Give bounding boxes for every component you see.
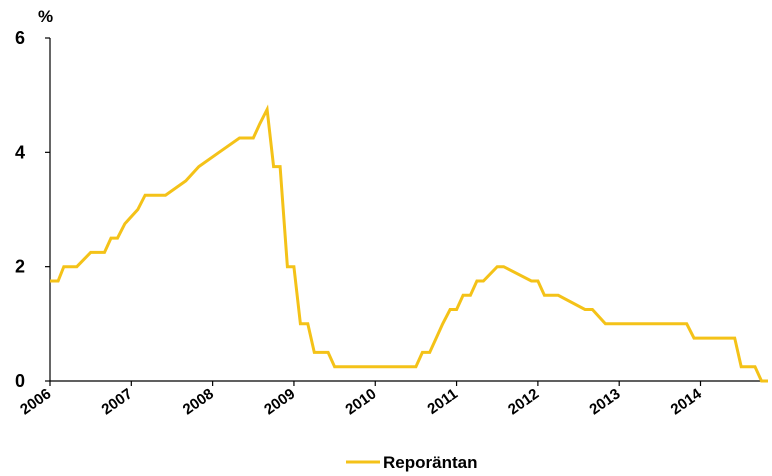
x-tick-label: 2008	[180, 385, 217, 418]
x-tick-label: 2013	[586, 385, 623, 418]
x-tick-label: 2014	[668, 385, 706, 418]
x-tick-labels: 2006 2007 2008 2009 2010 2011 2012 2013 2014	[17, 385, 705, 418]
y-tick-label: 6	[15, 28, 25, 48]
series-layer	[50, 104, 768, 383]
y-tick-label: 0	[15, 371, 25, 391]
x-tick-label: 2010	[342, 385, 379, 418]
y-tick-label: 2	[15, 257, 25, 277]
series-line-reporantan	[50, 104, 768, 383]
x-tick-label: 2009	[261, 385, 298, 418]
y-tick-label: 4	[15, 142, 25, 162]
legend-label-reporantan: Reporäntan	[383, 453, 477, 472]
x-tick-label: 2007	[99, 385, 136, 418]
x-tick-label: 2012	[505, 385, 542, 418]
y-tick-labels: 0 2 4 6	[15, 28, 25, 391]
legend: Reporäntan	[346, 453, 477, 472]
y-axis-unit-label: %	[38, 7, 53, 26]
y-tick-marks	[45, 37, 50, 382]
x-tick-label: 2011	[424, 385, 460, 418]
x-tick-marks	[49, 381, 702, 386]
